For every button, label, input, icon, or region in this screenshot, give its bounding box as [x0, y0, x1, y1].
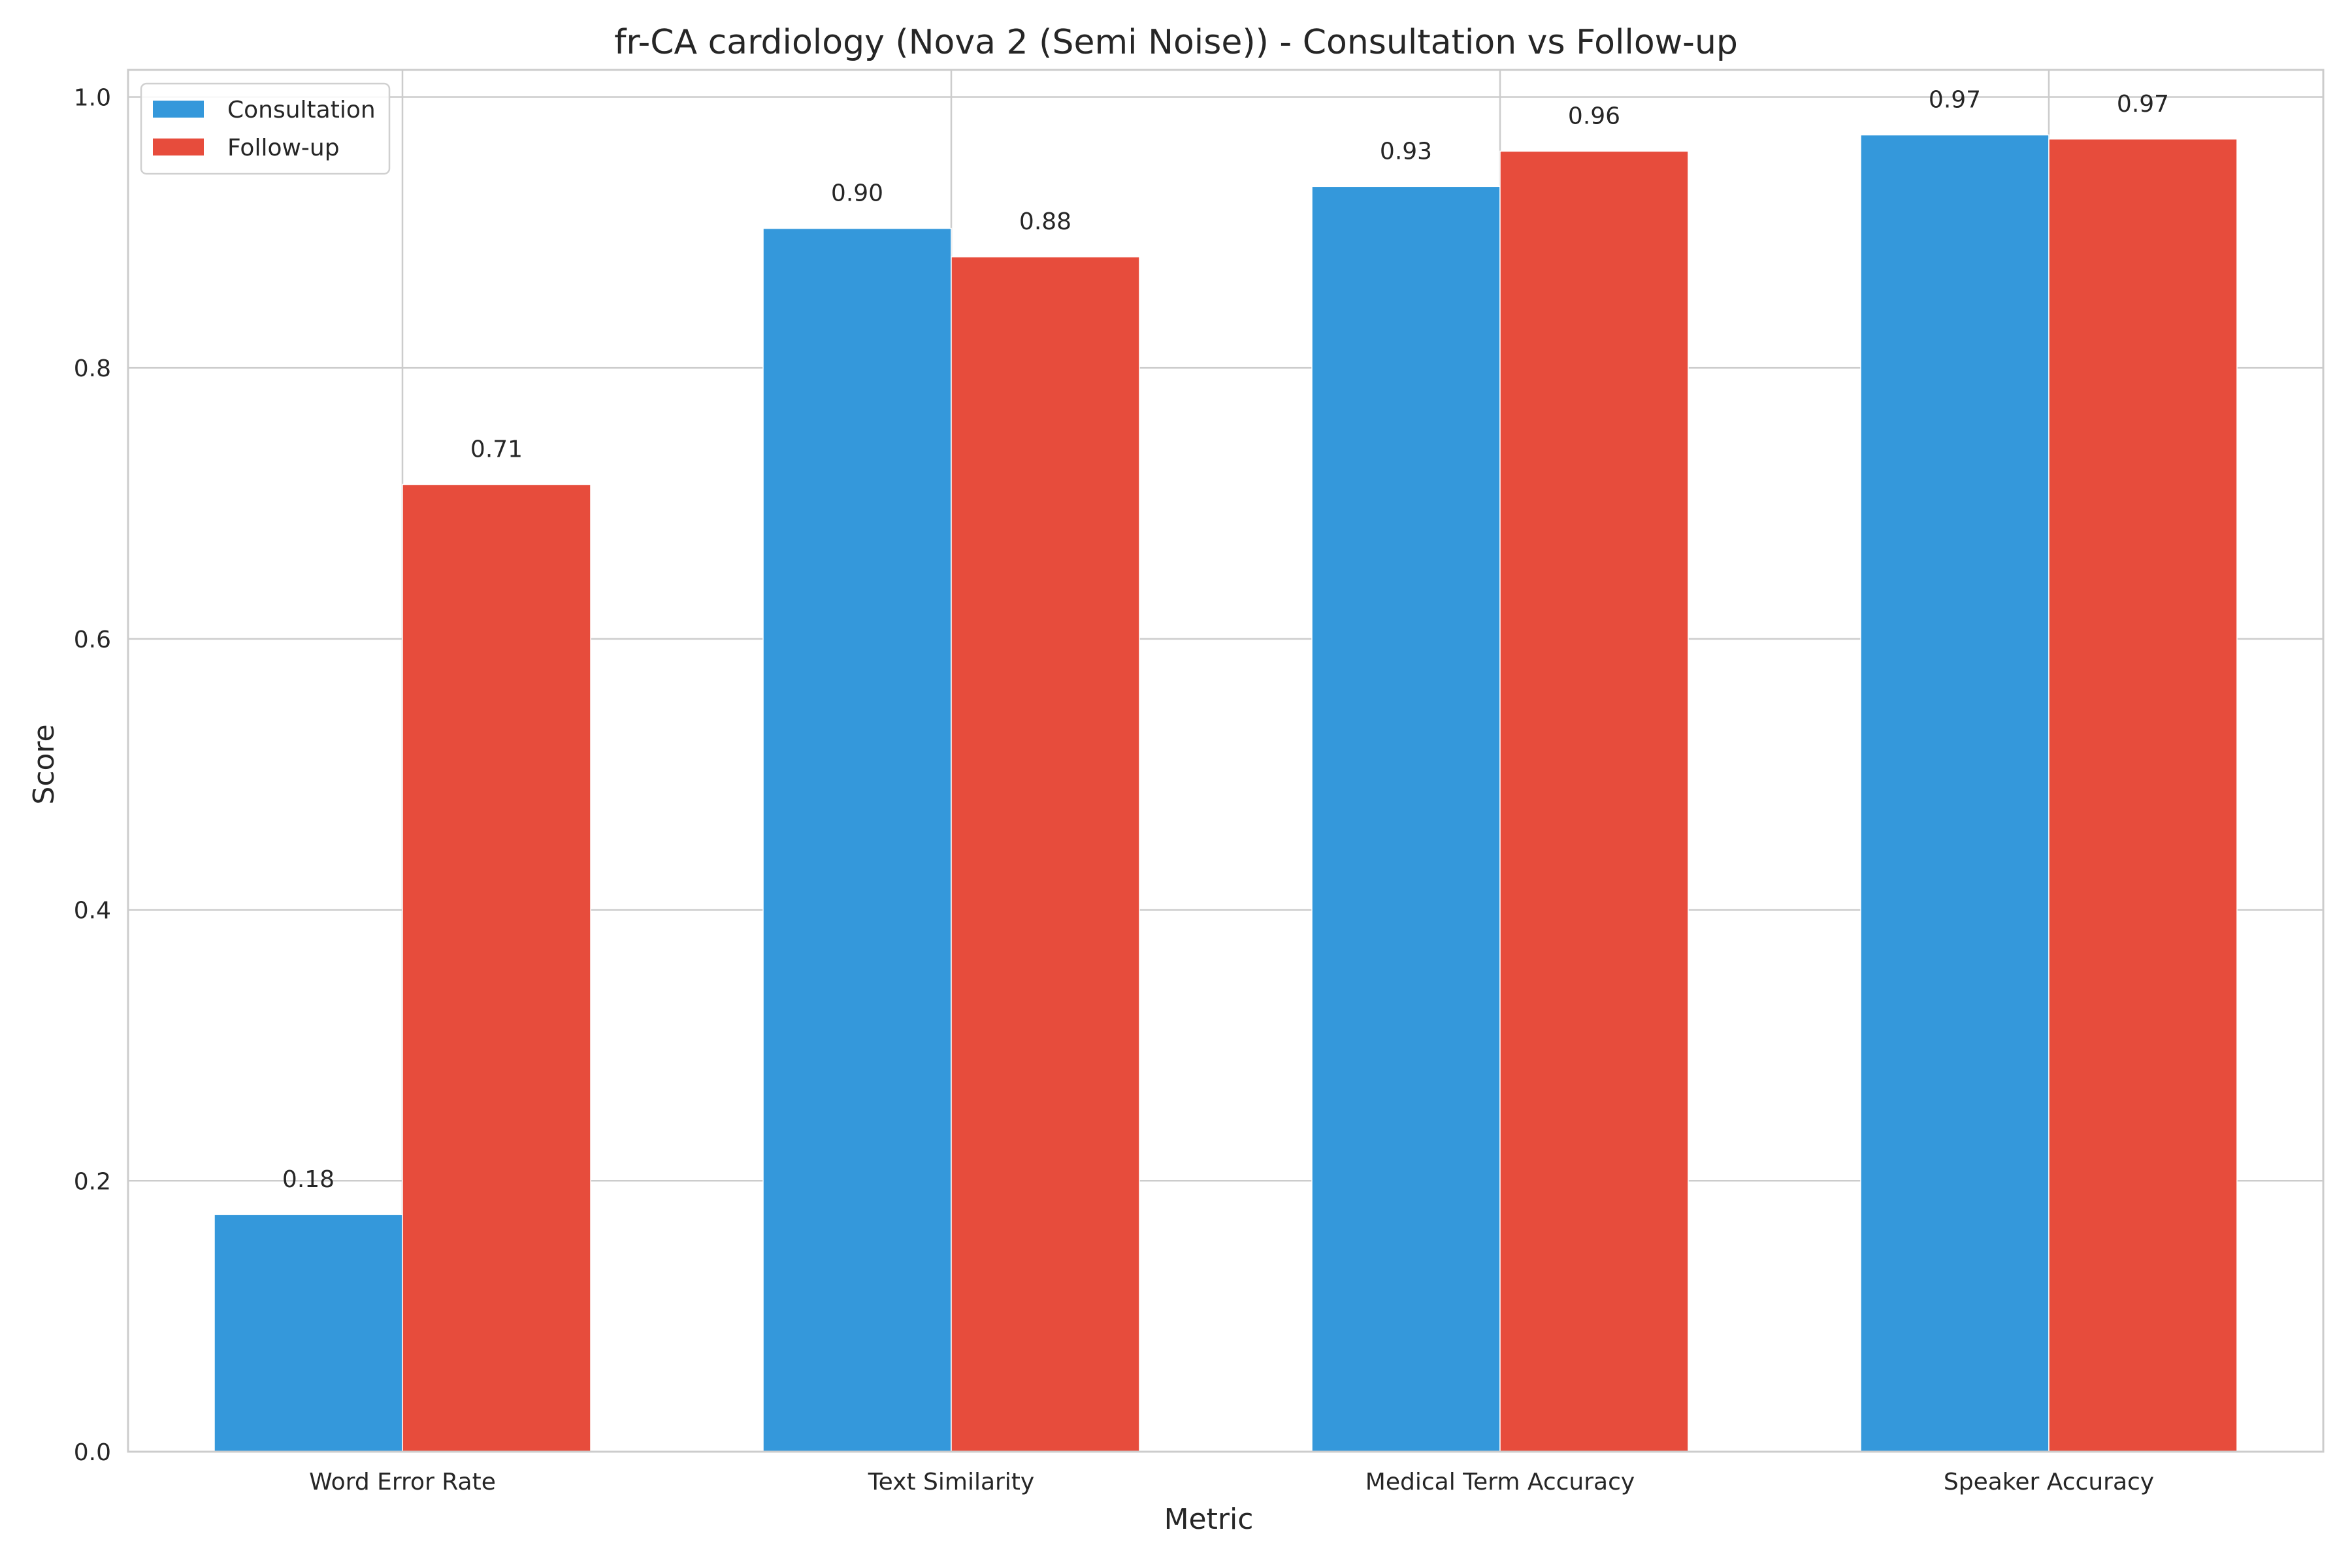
y-tick-label: 0.6: [74, 627, 111, 653]
chart-title: fr-CA cardiology (Nova 2 (Semi Noise)) -…: [614, 23, 1738, 62]
bar-value-label: 0.71: [470, 436, 523, 463]
x-tick-label: Text Similarity: [868, 1469, 1034, 1495]
y-tick-label: 0.0: [74, 1439, 111, 1466]
bar-value-label: 0.93: [1380, 138, 1432, 165]
plot-border: [127, 69, 2325, 1453]
plot-frame: [127, 69, 2325, 1453]
x-tick-label: Medical Term Accuracy: [1365, 1469, 1635, 1495]
bar-follow-up: [1499, 150, 1689, 1452]
bar-value-label: 0.90: [831, 180, 883, 207]
x-axis-label: Metric: [1164, 1503, 1254, 1536]
bar-consultation: [1311, 186, 1501, 1452]
bar-value-label: 0.96: [1568, 103, 1620, 129]
y-tick-label: 1.0: [74, 84, 111, 111]
bar-follow-up: [402, 483, 591, 1452]
bar-value-label: 0.97: [1929, 87, 1981, 114]
legend-label: Consultation: [227, 97, 376, 123]
ticks-layer: 0.0 0.2 0.4 0.6 0.8 1.0 Word Error Rate Text Si…: [74, 84, 2154, 1495]
legend-swatch: [153, 139, 204, 155]
value-labels-layer: 0.18 0.90 0.93 0.97 0.71 0.88 0.96 0.97: [282, 87, 2169, 1194]
bar-consultation: [1860, 134, 2050, 1452]
legend-label: Follow-up: [227, 135, 340, 161]
bar-value-label: 0.18: [282, 1166, 335, 1193]
legend-swatch: [153, 101, 204, 118]
y-tick-label: 0.8: [74, 355, 111, 382]
x-tick-label: Word Error Rate: [309, 1469, 496, 1495]
bar-value-label: 0.97: [2117, 91, 2169, 118]
x-tick-label: Speaker Accuracy: [1944, 1469, 2154, 1495]
y-tick-label: 0.4: [74, 898, 111, 924]
bar-consultation: [214, 1214, 403, 1452]
y-tick-label: 0.2: [74, 1168, 111, 1195]
y-axis-label: Score: [27, 724, 61, 804]
bar-follow-up: [2048, 139, 2238, 1452]
legend: Consultation Follow-up: [140, 82, 391, 175]
bar-consultation: [762, 227, 952, 1452]
bar-follow-up: [951, 256, 1140, 1452]
bar-value-label: 0.88: [1019, 208, 1071, 235]
bars-layer: [214, 134, 2238, 1452]
